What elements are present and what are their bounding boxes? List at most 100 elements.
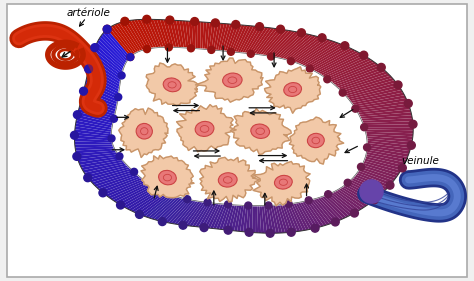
Polygon shape bbox=[103, 178, 143, 195]
Circle shape bbox=[211, 19, 219, 27]
Circle shape bbox=[225, 201, 231, 208]
Polygon shape bbox=[154, 197, 181, 220]
Circle shape bbox=[344, 179, 351, 186]
Polygon shape bbox=[110, 182, 148, 200]
Polygon shape bbox=[122, 21, 143, 51]
Polygon shape bbox=[347, 181, 379, 198]
Polygon shape bbox=[367, 140, 411, 148]
Polygon shape bbox=[176, 21, 184, 48]
Polygon shape bbox=[331, 64, 379, 83]
Circle shape bbox=[158, 218, 166, 226]
Polygon shape bbox=[329, 62, 376, 82]
Ellipse shape bbox=[251, 124, 270, 139]
Polygon shape bbox=[137, 19, 154, 48]
Polygon shape bbox=[145, 195, 174, 217]
Circle shape bbox=[73, 153, 81, 160]
Polygon shape bbox=[280, 205, 291, 233]
Polygon shape bbox=[286, 204, 300, 232]
Polygon shape bbox=[144, 19, 159, 48]
Polygon shape bbox=[339, 74, 390, 91]
Polygon shape bbox=[326, 194, 352, 216]
Polygon shape bbox=[357, 171, 392, 185]
Polygon shape bbox=[186, 202, 205, 226]
Circle shape bbox=[188, 45, 194, 52]
Polygon shape bbox=[328, 193, 355, 214]
Circle shape bbox=[108, 135, 115, 142]
Polygon shape bbox=[77, 112, 113, 123]
Polygon shape bbox=[225, 205, 235, 230]
Polygon shape bbox=[295, 40, 331, 63]
Circle shape bbox=[305, 197, 312, 204]
Polygon shape bbox=[93, 51, 122, 76]
Polygon shape bbox=[309, 200, 329, 225]
Polygon shape bbox=[170, 20, 179, 48]
Polygon shape bbox=[362, 163, 399, 176]
Polygon shape bbox=[164, 20, 174, 47]
Circle shape bbox=[224, 226, 232, 234]
Circle shape bbox=[371, 196, 379, 204]
Polygon shape bbox=[319, 197, 344, 220]
Polygon shape bbox=[84, 164, 127, 175]
Polygon shape bbox=[251, 28, 272, 54]
Polygon shape bbox=[117, 23, 139, 53]
Circle shape bbox=[245, 202, 252, 209]
Polygon shape bbox=[322, 55, 366, 77]
Circle shape bbox=[352, 105, 359, 112]
Polygon shape bbox=[173, 20, 182, 48]
Polygon shape bbox=[115, 185, 152, 203]
Polygon shape bbox=[75, 149, 116, 153]
Circle shape bbox=[357, 163, 365, 170]
Polygon shape bbox=[363, 121, 413, 125]
Circle shape bbox=[306, 65, 313, 72]
Polygon shape bbox=[298, 202, 315, 229]
Polygon shape bbox=[201, 203, 217, 228]
Polygon shape bbox=[198, 203, 214, 227]
Polygon shape bbox=[295, 203, 312, 230]
Polygon shape bbox=[182, 21, 189, 48]
Polygon shape bbox=[264, 205, 270, 233]
Polygon shape bbox=[248, 27, 268, 54]
Circle shape bbox=[245, 228, 253, 236]
Polygon shape bbox=[340, 187, 370, 205]
Polygon shape bbox=[75, 126, 111, 134]
Polygon shape bbox=[100, 35, 127, 63]
Polygon shape bbox=[253, 162, 310, 206]
Polygon shape bbox=[330, 192, 357, 213]
Polygon shape bbox=[366, 136, 412, 142]
Circle shape bbox=[285, 200, 292, 207]
Polygon shape bbox=[324, 57, 369, 78]
Polygon shape bbox=[108, 181, 146, 198]
Polygon shape bbox=[118, 186, 154, 205]
Polygon shape bbox=[282, 204, 294, 232]
Polygon shape bbox=[233, 25, 247, 52]
Circle shape bbox=[91, 44, 99, 52]
Polygon shape bbox=[128, 190, 162, 211]
Polygon shape bbox=[284, 35, 316, 60]
Polygon shape bbox=[81, 97, 116, 112]
Polygon shape bbox=[107, 28, 132, 57]
Polygon shape bbox=[356, 101, 408, 111]
Polygon shape bbox=[148, 196, 176, 219]
Polygon shape bbox=[320, 54, 364, 75]
Polygon shape bbox=[211, 23, 218, 50]
Polygon shape bbox=[289, 117, 344, 164]
Polygon shape bbox=[105, 179, 145, 197]
Polygon shape bbox=[77, 153, 118, 159]
Circle shape bbox=[71, 131, 78, 139]
Polygon shape bbox=[111, 25, 135, 55]
Polygon shape bbox=[358, 106, 410, 115]
Circle shape bbox=[118, 72, 125, 79]
Polygon shape bbox=[322, 196, 346, 218]
Circle shape bbox=[136, 210, 144, 218]
Ellipse shape bbox=[274, 175, 292, 189]
Polygon shape bbox=[82, 94, 117, 109]
Polygon shape bbox=[246, 27, 265, 54]
Polygon shape bbox=[88, 69, 119, 90]
Circle shape bbox=[184, 196, 191, 203]
Polygon shape bbox=[75, 123, 112, 132]
Polygon shape bbox=[76, 121, 112, 130]
Polygon shape bbox=[360, 112, 412, 119]
Polygon shape bbox=[222, 24, 233, 51]
Circle shape bbox=[361, 124, 368, 131]
Polygon shape bbox=[84, 85, 118, 102]
